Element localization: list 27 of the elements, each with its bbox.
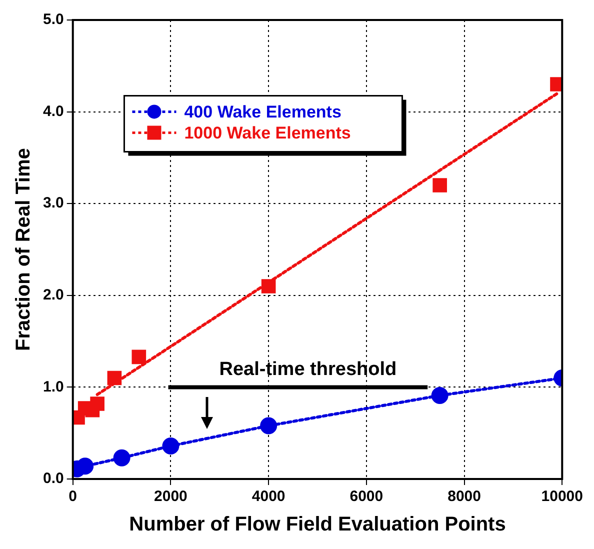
point	[76, 458, 94, 475]
y-axis-title: Fraction of Real Time	[12, 148, 35, 352]
point	[90, 396, 104, 411]
point	[432, 178, 447, 192]
legend-label: 1000 Wake Elements	[184, 123, 351, 142]
x-tick-label: 2000	[154, 488, 188, 506]
point	[162, 437, 180, 454]
point	[431, 386, 448, 404]
ref-line-label: Real-time threshold	[219, 358, 397, 380]
y-tick-label: 5.0	[42, 11, 64, 28]
x-tick-label: 6000	[350, 488, 384, 506]
x-tick-label: 8000	[448, 488, 481, 506]
y-tick-label: 1.0	[42, 378, 64, 396]
point	[132, 350, 146, 364]
y-tick-label: 2.0	[42, 286, 64, 304]
point	[260, 417, 278, 434]
x-tick-label: 10000	[541, 488, 584, 506]
legend-label: 400 Wake Elements	[184, 102, 342, 122]
point	[113, 449, 130, 466]
y-tick-label: 3.0	[42, 194, 64, 212]
y-tick-label: 0.0	[42, 470, 64, 488]
x-axis-title: Number of Flow Field Evaluation Points	[129, 514, 506, 536]
x-tick-label: 0	[68, 488, 78, 506]
x-tick-label: 4000	[252, 488, 286, 506]
point	[107, 370, 122, 386]
y-tick-label: 4.0	[42, 102, 64, 120]
point	[261, 279, 276, 294]
